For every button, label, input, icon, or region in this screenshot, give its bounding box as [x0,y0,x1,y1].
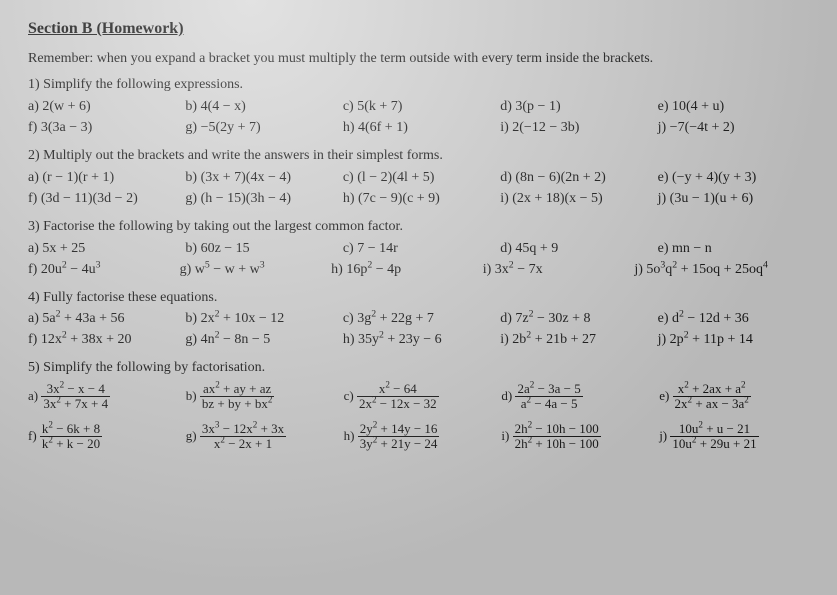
q5-c: c) x2 − 642x2 − 12x − 32 [344,382,494,412]
q5-j-num: 10u2 + u − 21 [670,422,758,437]
q3-h: h) 16p2 − 4p [331,260,477,281]
q1-j: j) −7(−4t + 2) [658,118,809,139]
q3-a: a) 5x + 25 [28,239,179,260]
q2-row1: a) (r − 1)(r + 1) b) (3x + 7)(4x − 4) c)… [28,168,809,189]
q5-d: d) 2a2 − 3a − 5a2 − 4a − 5 [501,382,651,412]
q5-j: j) 10u2 + u − 2110u2 + 29u + 21 [659,422,809,452]
q5-a-den: 3x2 + 7x + 4 [41,397,110,411]
q5-g-den: x2 − 2x + 1 [200,437,286,451]
q5-i: i) 2h2 − 10h − 1002h2 + 10h − 100 [501,422,651,452]
q5-a: a) 3x2 − x − 43x2 + 7x + 4 [28,382,178,412]
q5-h-den: 3y2 + 21y − 24 [358,437,440,451]
q4-b: b) 2x2 + 10x − 12 [185,309,336,330]
q2-d: d) (8n − 6)(2n + 2) [500,168,651,189]
q2-j: j) (3u − 1)(u + 6) [658,189,809,210]
q3-g: g) w5 − w + w3 [180,260,326,281]
q1-f: f) 3(3a − 3) [28,118,179,139]
q5-b-den: bz + by + bx2 [200,397,274,411]
q3-i: i) 3x2 − 7x [483,260,629,281]
q1-row1: a) 2(w + 6) b) 4(4 − x) c) 5(k + 7) d) 3… [28,97,809,118]
q2-row2: f) (3d − 11)(3d − 2) g) (h − 15)(3h − 4)… [28,189,809,210]
q5-stem: 5) Simplify the following by factorisati… [28,359,809,378]
q5-f-label: f) [28,427,37,442]
q4-row1: a) 5a2 + 43a + 56 b) 2x2 + 10x − 12 c) 3… [28,309,809,330]
q5-row1: a) 3x2 − x − 43x2 + 7x + 4 b) ax2 + ay +… [28,382,809,412]
q5-j-label: j) [659,427,667,442]
q5-c-den: 2x2 − 12x − 32 [357,397,439,411]
q1-a: a) 2(w + 6) [28,97,179,118]
q4-stem: 4) Fully factorise these equations. [28,289,809,308]
q2-c: c) (l − 2)(4l + 5) [343,168,494,189]
q5-row2: f) k2 − 6k + 8k2 + k − 20 g) 3x3 − 12x2 … [28,422,809,452]
q4-e: e) d2 − 12d + 36 [658,309,809,330]
q5-g-label: g) [186,427,197,442]
q4-c: c) 3g2 + 22g + 7 [343,309,494,330]
q3-row1: a) 5x + 25 b) 60z − 15 c) 7 − 14r d) 45q… [28,239,809,260]
q4-f: f) 12x2 + 38x + 20 [28,330,179,351]
q2-stem: 2) Multiply out the brackets and write t… [28,147,809,166]
q1-d: d) 3(p − 1) [500,97,651,118]
q4-h: h) 35y2 + 23y − 6 [343,330,494,351]
q3-e: e) mn − n [658,239,809,260]
q5-i-label: i) [501,427,509,442]
q5-i-den: 2h2 + 10h − 100 [513,437,601,451]
q4-d: d) 7z2 − 30z + 8 [500,309,651,330]
q3-j: j) 5o3q2 + 15oq + 25oq4 [634,260,809,281]
q5-e-den: 2x2 + ax − 3a2 [673,397,751,411]
q3-d: d) 45q + 9 [500,239,651,260]
remember-text: Remember: when you expand a bracket you … [28,50,809,69]
q3-stem: 3) Factorise the following by taking out… [28,218,809,237]
q1-i: i) 2(−12 − 3b) [500,118,651,139]
q2-g: g) (h − 15)(3h − 4) [185,189,336,210]
q5-b: b) ax2 + ay + azbz + by + bx2 [186,382,336,412]
q1-h: h) 4(6f + 1) [343,118,494,139]
q4-a: a) 5a2 + 43a + 56 [28,309,179,330]
q5-e: e) x2 + 2ax + a22x2 + ax − 3a2 [659,382,809,412]
q4-row2: f) 12x2 + 38x + 20 g) 4n2 − 8n − 5 h) 35… [28,330,809,351]
q5-f: f) k2 − 6k + 8k2 + k − 20 [28,422,178,452]
q1-c: c) 5(k + 7) [343,97,494,118]
q4-i: i) 2b2 + 21b + 27 [500,330,651,351]
q5-a-label: a) [28,388,38,403]
q5-d-label: d) [501,388,512,403]
q2-e: e) (−y + 4)(y + 3) [658,168,809,189]
q3-f: f) 20u2 − 4u3 [28,260,174,281]
q1-stem: 1) Simplify the following expressions. [28,76,809,95]
q5-d-den: a2 − 4a − 5 [515,397,582,411]
q2-f: f) (3d − 11)(3d − 2) [28,189,179,210]
q5-g-num: 3x3 − 12x2 + 3x [200,422,286,437]
q2-b: b) (3x + 7)(4x − 4) [185,168,336,189]
q5-h-num: 2y2 + 14y − 16 [358,422,440,437]
q5-c-label: c) [344,388,354,403]
q3-row2: f) 20u2 − 4u3 g) w5 − w + w3 h) 16p2 − 4… [28,260,809,281]
q5-j-den: 10u2 + 29u + 21 [670,437,758,451]
q5-h: h) 2y2 + 14y − 163y2 + 21y − 24 [344,422,494,452]
q3-c: c) 7 − 14r [343,239,494,260]
q5-g: g) 3x3 − 12x2 + 3xx2 − 2x + 1 [186,422,336,452]
section-title: Section B (Homework) [28,18,809,40]
q5-i-num: 2h2 − 10h − 100 [513,422,601,437]
q1-g: g) −5(2y + 7) [185,118,336,139]
q5-h-label: h) [344,427,355,442]
q2-h: h) (7c − 9)(c + 9) [343,189,494,210]
q1-b: b) 4(4 − x) [185,97,336,118]
q5-f-den: k2 + k − 20 [40,437,102,451]
q5-b-label: b) [186,388,197,403]
q5-e-label: e) [659,388,669,403]
q1-e: e) 10(4 + u) [658,97,809,118]
q3-b: b) 60z − 15 [185,239,336,260]
q1-row2: f) 3(3a − 3) g) −5(2y + 7) h) 4(6f + 1) … [28,118,809,139]
q4-g: g) 4n2 − 8n − 5 [185,330,336,351]
q2-i: i) (2x + 18)(x − 5) [500,189,651,210]
q4-j: j) 2p2 + 11p + 14 [658,330,809,351]
q2-a: a) (r − 1)(r + 1) [28,168,179,189]
